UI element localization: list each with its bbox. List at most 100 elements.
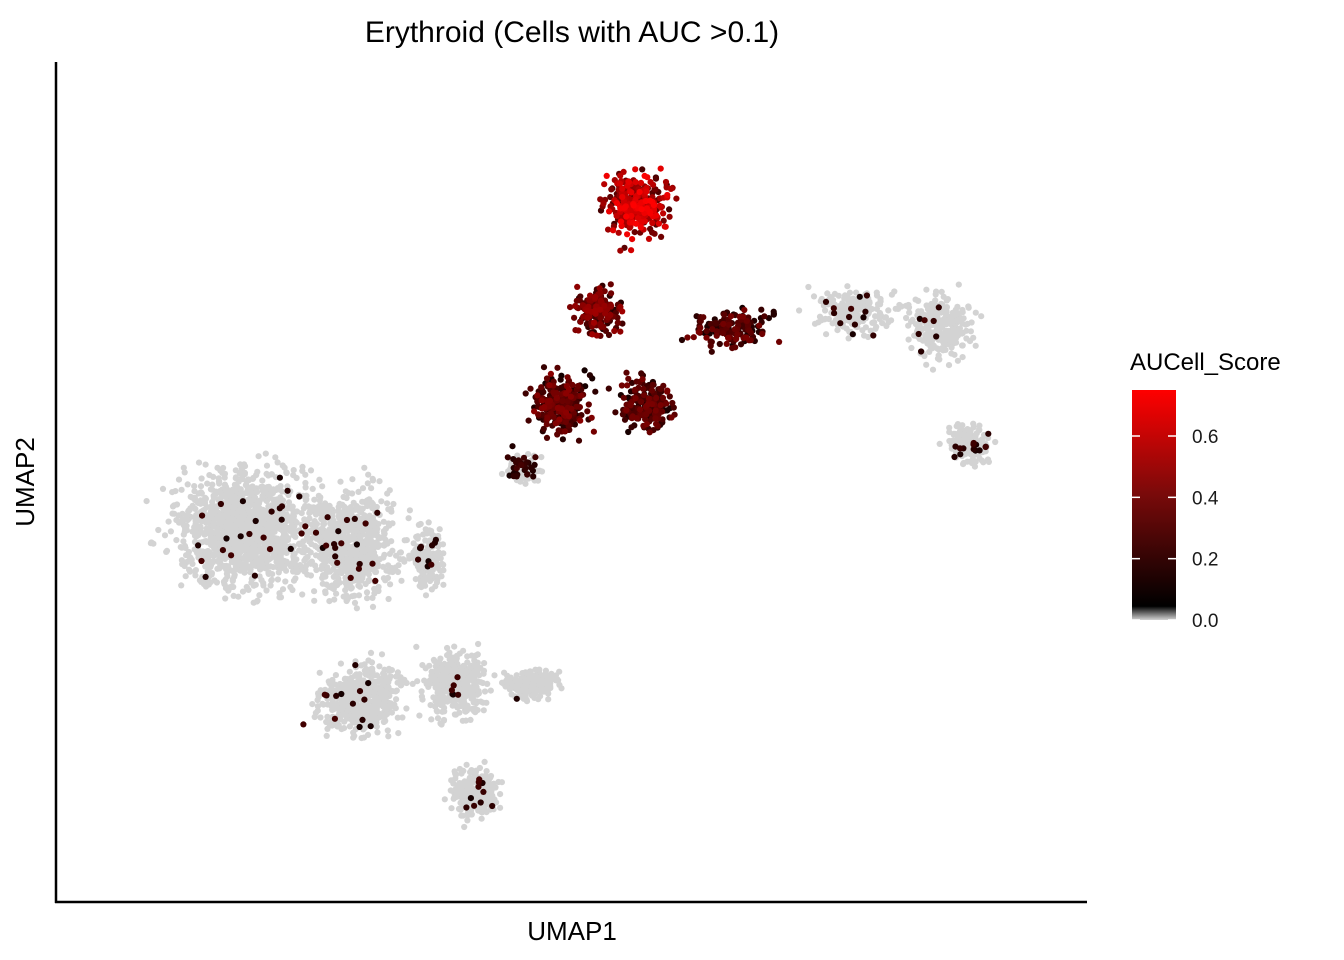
cell-point xyxy=(344,555,351,563)
cell-point xyxy=(245,477,252,484)
cell-point xyxy=(758,306,765,313)
cell-point xyxy=(186,556,193,563)
cell-point xyxy=(337,660,344,667)
cell-point xyxy=(316,537,324,545)
cell-point xyxy=(225,499,232,506)
cell-point xyxy=(557,376,564,383)
cell-point xyxy=(351,515,358,523)
cell-point xyxy=(205,581,212,588)
cell-point xyxy=(476,776,483,783)
cell-point xyxy=(184,481,191,488)
cell-point xyxy=(290,577,298,584)
cell-point xyxy=(737,341,745,348)
cell-point xyxy=(935,304,942,311)
cell-point xyxy=(216,514,223,521)
cell-point xyxy=(309,521,316,528)
cell-point xyxy=(197,483,205,490)
cell-point xyxy=(361,696,368,703)
cell-point xyxy=(978,457,986,464)
cell-point xyxy=(279,497,286,504)
cell-point xyxy=(374,556,381,563)
cell-point xyxy=(957,451,964,458)
cell-point xyxy=(241,470,248,477)
cell-point xyxy=(333,590,340,597)
cell-point xyxy=(358,662,365,669)
cell-point xyxy=(276,541,283,548)
cell-point xyxy=(320,572,327,579)
cell-point xyxy=(948,344,955,351)
cell-point xyxy=(822,298,830,305)
cell-point xyxy=(205,526,212,533)
cell-point xyxy=(862,324,870,331)
cell-point xyxy=(265,483,272,490)
cell-point xyxy=(233,555,240,563)
cell-point xyxy=(945,362,953,369)
cell-point xyxy=(367,723,374,730)
cell-point xyxy=(461,823,468,831)
cell-point xyxy=(378,498,385,505)
cell-point xyxy=(361,548,368,555)
cell-point xyxy=(226,529,234,536)
cell-point xyxy=(254,537,261,544)
cell-point xyxy=(398,681,405,689)
cell-point xyxy=(336,680,344,688)
cell-point xyxy=(311,588,318,595)
cell-point xyxy=(256,592,263,599)
cell-point xyxy=(498,470,506,478)
cell-point xyxy=(220,563,227,570)
cell-point xyxy=(960,431,967,438)
cell-point xyxy=(938,318,946,326)
cell-point xyxy=(464,653,471,660)
cell-point xyxy=(369,665,376,672)
cell-point xyxy=(388,667,395,674)
cell-point xyxy=(458,812,465,819)
cell-point xyxy=(952,306,959,313)
cell-point xyxy=(283,567,290,574)
cell-point xyxy=(247,502,254,509)
cell-point xyxy=(239,588,247,595)
cell-point xyxy=(339,531,346,538)
cell-point xyxy=(375,587,382,595)
cell-point xyxy=(538,468,546,475)
cell-point xyxy=(314,697,321,704)
cell-point xyxy=(357,536,364,543)
cell-point xyxy=(373,540,380,547)
cell-point xyxy=(513,695,520,702)
cell-point xyxy=(325,567,332,575)
cell-point xyxy=(213,579,220,586)
cell-point xyxy=(905,336,912,343)
cell-point xyxy=(853,289,860,296)
cell-point xyxy=(290,467,297,474)
cell-point xyxy=(263,462,271,469)
cell-point xyxy=(279,586,287,593)
cell-point xyxy=(312,511,320,518)
cell-point xyxy=(241,565,248,573)
cell-point xyxy=(462,792,469,799)
cell-point xyxy=(215,540,222,547)
cell-point xyxy=(844,283,851,290)
cell-point xyxy=(451,643,458,650)
cell-point xyxy=(266,517,273,524)
cell-point xyxy=(314,707,321,714)
cell-point xyxy=(317,552,324,559)
cell-point xyxy=(426,677,433,684)
cell-point xyxy=(438,700,445,707)
cell-point xyxy=(823,331,830,338)
cell-point xyxy=(930,304,937,311)
cell-point xyxy=(903,314,910,322)
cell-point xyxy=(456,765,463,773)
cell-point xyxy=(487,687,494,694)
cell-point xyxy=(302,497,309,504)
cell-point xyxy=(433,679,440,687)
cell-point xyxy=(355,677,362,684)
cell-point xyxy=(334,568,341,576)
cell-point xyxy=(460,677,468,684)
cell-point xyxy=(222,595,229,602)
cell-point xyxy=(372,577,379,585)
cell-point xyxy=(906,309,913,316)
cell-point xyxy=(252,542,259,550)
cell-point xyxy=(345,544,352,551)
cell-point xyxy=(982,443,989,451)
cell-point xyxy=(179,516,186,523)
